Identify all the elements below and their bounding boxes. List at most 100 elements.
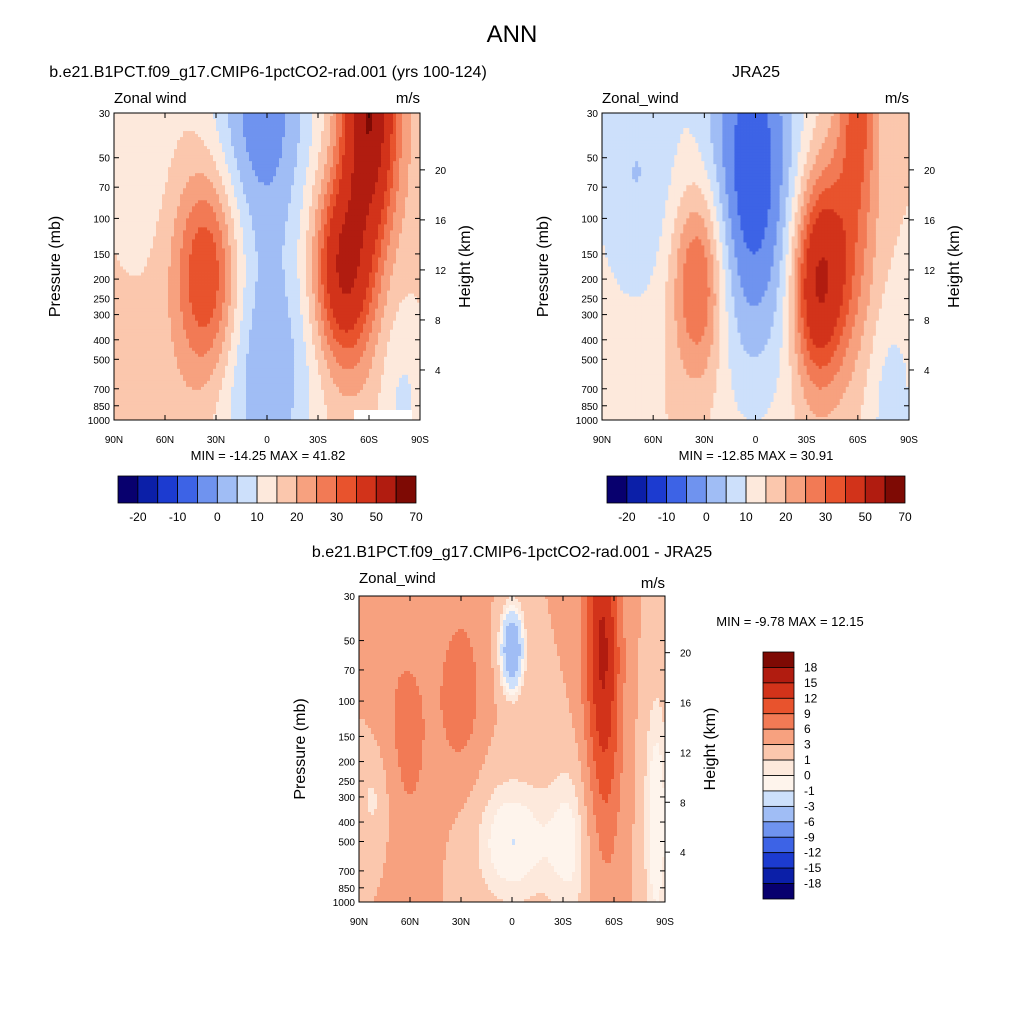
y-tick-label: 300: [93, 311, 110, 322]
colorbar-label: 70: [898, 510, 912, 524]
height-tick-label: 16: [435, 216, 447, 227]
x-tick-label: 90S: [411, 435, 429, 446]
colorbar-label: 1: [804, 753, 811, 767]
colorbar-label: 3: [804, 738, 811, 752]
x-tick-label: 30S: [309, 435, 327, 446]
x-tick-label: 30N: [695, 435, 713, 446]
colorbar-label: -10: [169, 510, 187, 524]
x-tick-label: 90N: [593, 435, 611, 446]
colorbar-swatch: [177, 475, 198, 504]
colorbar-label: 0: [804, 769, 811, 783]
colorbar-label: -20: [129, 510, 147, 524]
height-tick-label: 20: [435, 166, 447, 177]
colorbar-label: 6: [804, 722, 811, 736]
height-axis-label: Height (km): [946, 225, 963, 308]
axes-group: 30 50 70 100 150 200 250 300 400 500 700 850 1000 20 1…: [292, 592, 719, 928]
x-tick-label: 30S: [798, 435, 816, 446]
colorbar: -20 -10 0 10 20 30 50 70: [117, 475, 423, 524]
colorbar-swatch: [395, 475, 417, 504]
x-tick-label: 90S: [900, 435, 918, 446]
x-tick-label: 60S: [849, 435, 867, 446]
colorbar-label: -3: [804, 799, 815, 813]
colorbar-swatch: [626, 475, 648, 504]
y-tick-label: 700: [338, 867, 355, 878]
x-tick-label: 90S: [656, 917, 674, 928]
contour-field: [602, 113, 909, 420]
colorbar-swatch: [762, 759, 795, 776]
colorbar-label: 70: [409, 510, 423, 524]
y-tick-label: 850: [581, 402, 598, 413]
colorbar-label: 50: [859, 510, 873, 524]
colorbar-swatch: [375, 475, 397, 504]
x-tick-label: 0: [264, 435, 270, 446]
colorbar-label: -10: [658, 510, 676, 524]
colorbar-swatch: [884, 475, 906, 504]
x-tick-label: 30N: [452, 917, 470, 928]
colorbar-swatch: [785, 475, 807, 504]
y-tick-label: 150: [338, 732, 355, 743]
colorbar-swatch: [762, 883, 795, 900]
y-tick-label: 200: [93, 275, 110, 286]
y-tick-label: 300: [338, 793, 355, 804]
y-tick-label: 400: [93, 336, 110, 347]
colorbar-swatch: [725, 475, 747, 504]
colorbar-label: 0: [214, 510, 221, 524]
colorbar-swatch: [355, 475, 377, 504]
height-tick-label: 12: [680, 748, 692, 759]
min-max-label: MIN = -9.78 MAX = 12.15: [716, 614, 863, 629]
y-axis-label: Pressure (mb): [292, 698, 309, 799]
colorbar-swatch: [197, 475, 218, 504]
height-tick-label: 16: [680, 699, 692, 710]
colorbar-swatch: [276, 475, 298, 504]
x-tick-label: 30S: [554, 917, 572, 928]
colorbar-swatch: [825, 475, 846, 504]
min-max-label: MIN = -12.85 MAX = 30.91: [679, 448, 834, 463]
panel-model: b.e21.B1PCT.f09_g17.CMIP6-1pctCO2-rad.00…: [47, 64, 487, 524]
colorbar-label: -18: [804, 877, 822, 891]
y-tick-label: 100: [338, 697, 355, 708]
left-string: Zonal wind: [114, 90, 187, 107]
colorbar-swatch: [765, 475, 787, 504]
y-tick-label: 70: [344, 666, 356, 677]
axes-group: 30 50 70 100 150 200 250 300 400 500 700 850 1000 20 1…: [47, 109, 474, 446]
x-tick-label: 60N: [156, 435, 174, 446]
height-tick-label: 8: [680, 798, 686, 809]
height-tick-label: 12: [924, 266, 936, 277]
y-tick-label: 1000: [333, 898, 356, 909]
y-tick-label: 500: [338, 838, 355, 849]
y-tick-label: 50: [587, 154, 599, 165]
y-tick-label: 400: [338, 818, 355, 829]
panel-title: b.e21.B1PCT.f09_g17.CMIP6-1pctCO2-rad.00…: [49, 64, 487, 81]
height-tick-label: 4: [680, 848, 686, 859]
colorbar-swatch: [762, 744, 795, 761]
colorbar-label: -20: [618, 510, 636, 524]
units-label: m/s: [396, 90, 420, 107]
colorbar-swatch: [762, 651, 795, 668]
panel-title: JRA25: [732, 64, 780, 81]
y-tick-label: 250: [338, 777, 355, 788]
colorbar-label: -1: [804, 784, 815, 798]
colorbar-label: 10: [250, 510, 264, 524]
colorbar-swatch: [137, 475, 159, 504]
colorbar-label: -12: [804, 846, 822, 860]
colorbar-swatch: [762, 697, 795, 715]
x-tick-label: 60S: [605, 917, 623, 928]
colorbar-label: -15: [804, 861, 822, 875]
height-tick-label: 20: [680, 649, 692, 660]
axes-group: 30 50 70 100 150 200 250 300 400 500 700 850 1000 20 1…: [535, 109, 963, 446]
colorbar-swatch: [686, 475, 707, 504]
colorbar-swatch: [762, 836, 795, 854]
height-tick-label: 4: [435, 366, 441, 377]
colorbar-swatch: [666, 475, 687, 504]
height-axis-label: Height (km): [457, 225, 474, 308]
units-label: m/s: [885, 90, 909, 107]
y-tick-label: 30: [344, 592, 356, 603]
y-tick-label: 200: [338, 758, 355, 769]
colorbar-swatch: [762, 867, 795, 884]
y-tick-label: 50: [344, 637, 356, 648]
contour-field: [114, 113, 420, 420]
units-label: m/s: [641, 575, 665, 592]
y-tick-label: 150: [581, 250, 598, 261]
